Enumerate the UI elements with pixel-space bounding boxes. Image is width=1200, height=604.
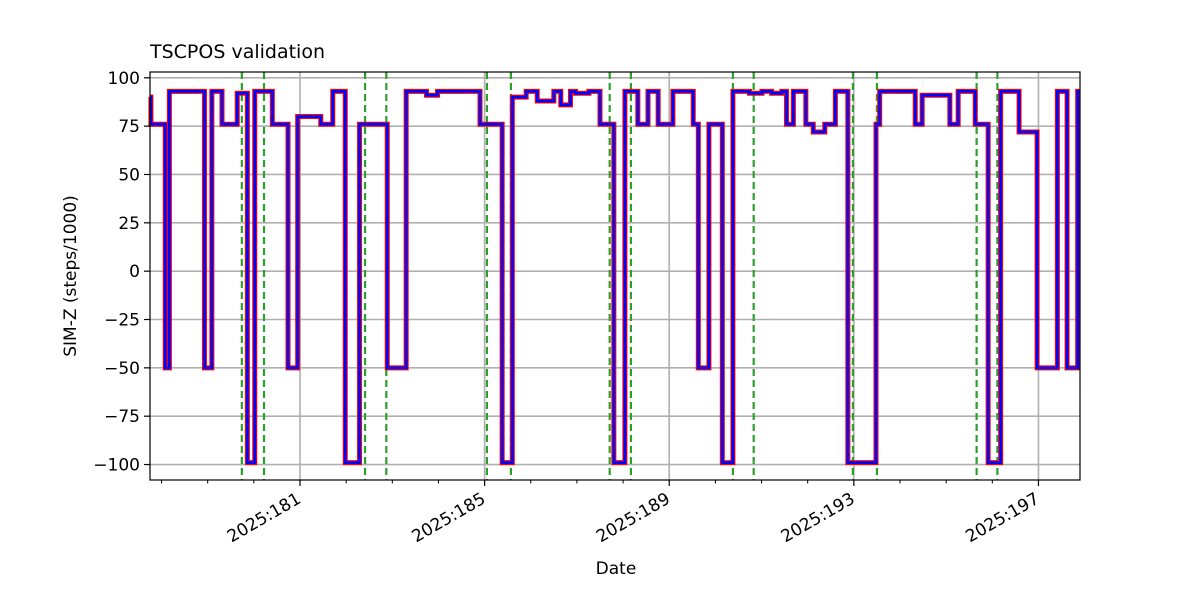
y-tick-label: −50 bbox=[104, 359, 140, 379]
chart-title: TSCPOS validation bbox=[149, 41, 325, 63]
y-tick-label: −100 bbox=[93, 456, 140, 476]
series-layer bbox=[148, 88, 1081, 466]
series-line bbox=[149, 89, 1080, 464]
y-tick-label: 0 bbox=[129, 262, 140, 282]
x-axis-label: Date bbox=[596, 559, 637, 579]
y-tick-label: 50 bbox=[118, 165, 140, 185]
y-tick-label: 100 bbox=[108, 69, 140, 89]
event-markers bbox=[240, 72, 999, 480]
y-tick-label: −25 bbox=[104, 311, 140, 331]
y-tick-label: −75 bbox=[104, 407, 140, 427]
y-tick-label: 75 bbox=[118, 117, 140, 137]
plot-frame bbox=[149, 71, 1081, 481]
y-axis-label: SIM-Z (steps/1000) bbox=[61, 195, 81, 357]
y-tick-label: 25 bbox=[118, 214, 140, 234]
